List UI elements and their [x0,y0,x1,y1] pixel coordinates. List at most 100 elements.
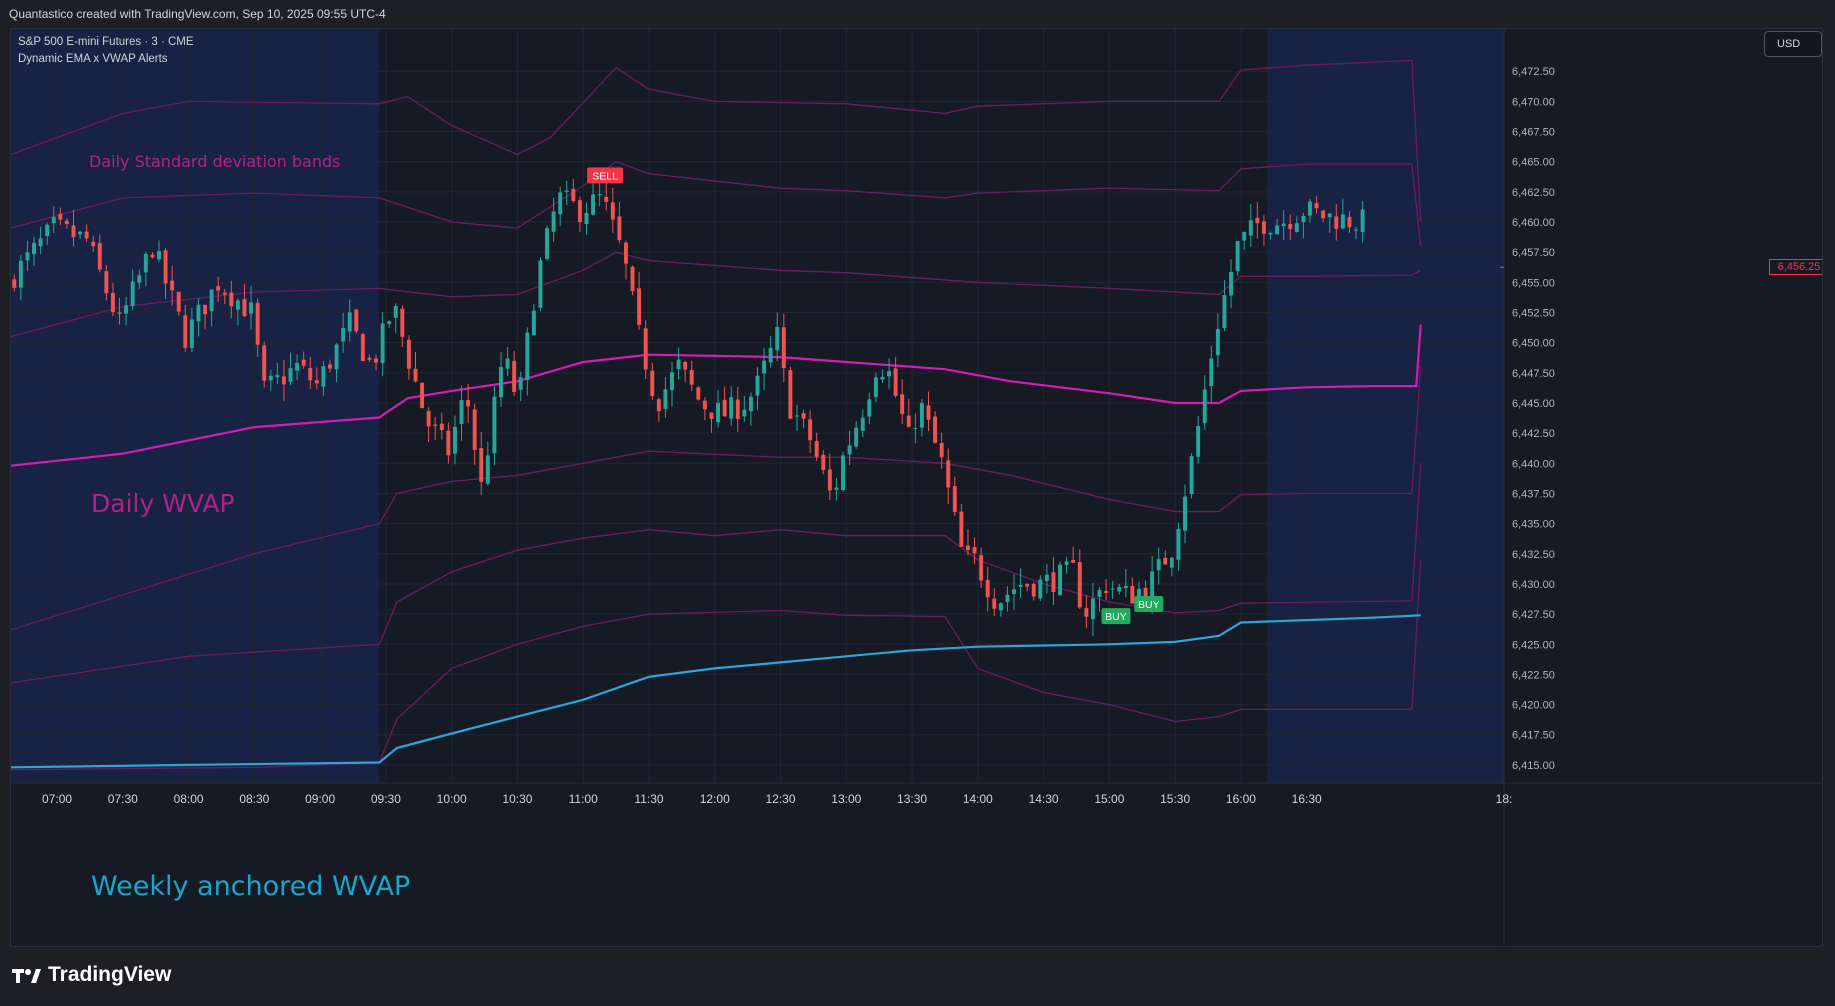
indicator-legend[interactable]: Dynamic EMA x VWAP Alerts [18,53,168,65]
candle [1064,556,1069,574]
candle [1123,569,1128,598]
candle [834,477,839,501]
candle [157,240,161,262]
candle-body [775,326,780,351]
candle [893,356,898,398]
candle [762,347,767,390]
buy-signal: BUY [1134,596,1164,613]
candle [919,399,924,437]
candle [1248,204,1253,247]
candle-body [1235,241,1240,272]
candle [255,298,260,357]
candle [768,335,773,368]
price-chart[interactable]: SELL BUY BUY 6,472.50 6,470.00 6,467.50 6,465… [11,29,1823,947]
candle [97,234,102,273]
candle-body [841,455,845,490]
candle-body [788,369,793,419]
x-tick-label: 11:30 [634,792,663,806]
symbol-legend[interactable]: S&P 500 E-mini Futures · 3 · CME [18,36,194,48]
candle-body [249,302,254,314]
tradingview-logo[interactable]: TradingView [12,963,171,987]
currency-button[interactable]: USD [1764,31,1822,57]
candle [1169,556,1174,577]
candle [347,299,352,342]
candle-body [1183,496,1187,531]
signal-box [1134,596,1164,613]
x-tick-label: 07:30 [108,792,138,806]
x-tick-label: 08:00 [174,792,204,806]
candle [709,412,714,434]
candle-body [84,231,89,239]
candle [1275,218,1280,235]
candle [716,389,721,428]
candle-body [157,251,161,260]
candle [788,366,793,420]
chart-pane[interactable]: SELL BUY BUY 6,472.50 6,470.00 6,467.50 6,465… [10,28,1823,947]
candle-body [623,242,628,264]
candle [51,205,56,233]
candle [71,209,76,247]
candle [794,404,799,431]
y-tick-label: 6,462.50 [1512,187,1555,199]
y-tick-label: 6,442.50 [1512,428,1555,440]
candle-body [545,228,550,259]
candle [637,272,642,330]
candle [479,431,484,496]
candle-body [867,399,872,417]
candle-body [538,260,543,308]
candle [1196,415,1201,464]
candle [1347,210,1352,233]
y-tick-label: 6,450.00 [1512,338,1555,350]
y-tick-label: 6,415.00 [1512,760,1555,772]
candle [380,312,385,377]
candle-body [1229,271,1234,296]
session-highlight [1267,29,1504,783]
candle [512,350,517,396]
candle-body [216,286,221,291]
candle-body [229,292,234,307]
candle-body [1156,559,1161,571]
candle [1301,212,1306,239]
candle-body [946,460,951,488]
candle-body [452,426,457,454]
candle [1038,574,1043,601]
candle [531,303,536,336]
x-tick-label: 14:30 [1029,792,1059,806]
candle [545,225,550,261]
candle [584,202,589,235]
candle-body [1275,225,1280,235]
candle-body [380,323,385,364]
candle [689,360,694,392]
candle [979,547,984,588]
candle [755,367,760,411]
candle [1215,313,1220,368]
candle-body [143,254,148,273]
candle [328,359,332,373]
candle-body [479,448,484,482]
candle [1156,547,1161,585]
candle-body [1215,329,1220,356]
candle [1294,216,1299,233]
x-tick-label: 13:30 [897,792,927,806]
candle [1183,484,1187,544]
candle [452,415,457,465]
candle-body [952,486,957,513]
candle [170,265,175,306]
candle-body [1058,564,1063,596]
candle-body [985,580,990,598]
candle [663,377,668,418]
candle-body [1018,584,1023,587]
candle-body [334,344,339,370]
candle [110,282,115,317]
buy-signal: BUY [1101,608,1131,625]
candle-body [110,293,115,313]
candle-body [748,396,753,412]
candle-body [1064,561,1069,565]
candle-body [374,358,379,363]
candle [887,358,892,390]
candle [492,386,497,466]
candle [1229,258,1234,309]
grid [11,29,1505,783]
candle-body [64,220,69,224]
y-tick-label: 6,460.00 [1512,217,1555,229]
